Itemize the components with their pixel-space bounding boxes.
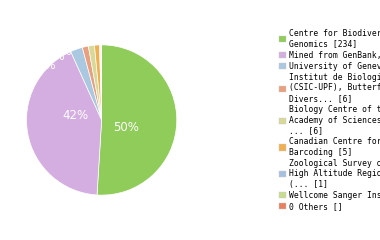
Text: 42%: 42% <box>62 109 88 122</box>
Text: 2%: 2% <box>38 59 56 72</box>
Wedge shape <box>100 45 101 120</box>
Text: 50%: 50% <box>114 120 139 134</box>
Legend: Centre for Biodiversity
Genomics [234], Mined from GenBank, NCBI [194], Universi: Centre for Biodiversity Genomics [234], … <box>278 27 380 213</box>
Wedge shape <box>97 45 177 195</box>
Text: 0%: 0% <box>54 45 72 58</box>
Wedge shape <box>71 48 101 120</box>
Wedge shape <box>88 45 101 120</box>
Wedge shape <box>27 52 101 195</box>
Text: 1%: 1% <box>46 50 65 63</box>
Wedge shape <box>95 45 101 120</box>
Wedge shape <box>82 46 101 120</box>
